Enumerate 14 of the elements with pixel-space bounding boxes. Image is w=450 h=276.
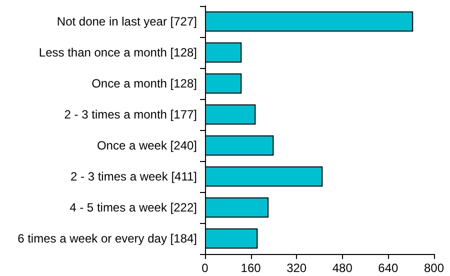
y-tick-label: Once a week [240]	[96, 138, 197, 152]
y-tick-label: 2 - 3 times a week [411]	[70, 170, 197, 184]
y-tick-label: 4 - 5 times a week [222]	[70, 200, 197, 214]
x-tick-label: 480	[332, 261, 353, 275]
x-tick-label: 640	[378, 261, 399, 275]
x-tick-label: 0	[202, 261, 209, 275]
y-tick-label: Not done in last year [727]	[56, 14, 197, 28]
y-tick-label: 2 - 3 times a month [177]	[64, 108, 197, 122]
y-tick-label: Less than once a month [128]	[38, 46, 197, 60]
x-tick-label: 160	[240, 261, 262, 275]
x-tick-label: 800	[424, 261, 444, 275]
y-tick-label: 6 times a week or every day [184]	[18, 232, 197, 246]
x-tick-label: 320	[286, 261, 307, 275]
y-tick-label: Once a month [128]	[92, 76, 197, 90]
